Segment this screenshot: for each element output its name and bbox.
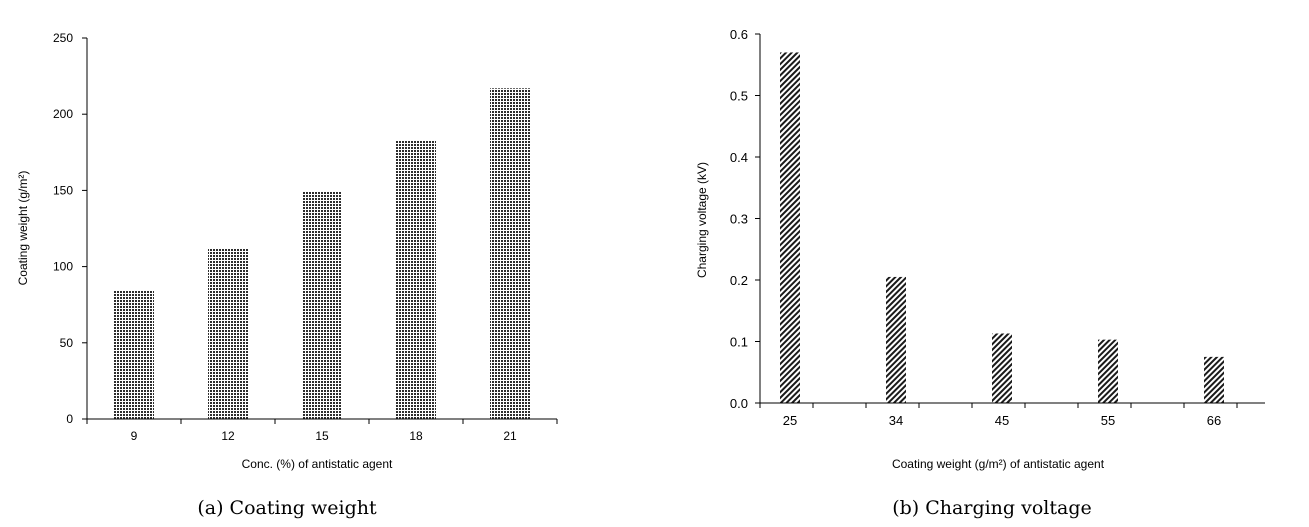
chart-b-bar-34 xyxy=(886,276,906,403)
chart-a-bar-9 xyxy=(114,290,154,419)
chart-b-y-tick-label: 0.4 xyxy=(730,150,748,165)
chart-a-caption: (a) Coating weight xyxy=(197,497,377,519)
chart-b-bars xyxy=(780,52,1224,403)
chart-b-y-tick-label: 0.2 xyxy=(730,273,748,288)
chart-b-x-tick-label: 66 xyxy=(1207,413,1221,428)
chart-a-bar-18 xyxy=(396,140,436,419)
chart-b-x-ticks: 25 34 45 55 66 xyxy=(783,413,1221,428)
chart-a-y-tick-label: 100 xyxy=(53,260,73,274)
chart-b-y-tick-label: 0.5 xyxy=(730,89,748,104)
chart-a-y-tick-label: 250 xyxy=(53,31,73,45)
chart-b-y-axis-label: Charging voltage (kV) xyxy=(695,162,709,278)
chart-b-x-tick-label: 34 xyxy=(889,413,903,428)
chart-a-x-tick-label: 18 xyxy=(409,429,423,443)
chart-a-y-tick-label: 200 xyxy=(53,107,73,121)
chart-b-bar-55 xyxy=(1098,339,1118,403)
chart-a-bar-15 xyxy=(302,191,342,419)
chart-a-x-tick-label: 12 xyxy=(221,429,235,443)
chart-b: 0.0 0.1 0.2 0.3 0.4 0.5 0.6 25 34 45 55 66 Chargin… xyxy=(695,27,1265,519)
chart-b-bar-25 xyxy=(780,52,800,403)
chart-b-y-tick-label: 0.0 xyxy=(730,396,748,411)
chart-b-caption: (b) Charging voltage xyxy=(892,497,1092,519)
chart-b-bar-45 xyxy=(992,333,1012,403)
chart-b-x-tick-label: 25 xyxy=(783,413,797,428)
chart-a-y-tick-label: 0 xyxy=(66,412,73,426)
chart-a-y-axis-label: Coating weight (g/m²) xyxy=(16,171,30,286)
chart-b-y-tick-label: 0.6 xyxy=(730,27,748,42)
chart-a-y-tick-label: 50 xyxy=(60,336,74,350)
chart-a-bar-21 xyxy=(490,88,530,420)
chart-a-x-tick-label: 21 xyxy=(503,429,517,443)
chart-b-x-tick-label: 45 xyxy=(995,413,1009,428)
chart-a-x-ticks: 9 12 15 18 21 xyxy=(131,429,517,443)
chart-b-axes xyxy=(759,34,1265,408)
chart-b-y-tick-label: 0.3 xyxy=(730,212,748,227)
chart-b-bar-66 xyxy=(1204,356,1224,403)
chart-b-x-axis-label: Coating weight (g/m²) of antistatic agen… xyxy=(892,457,1105,471)
chart-a-x-tick-label: 15 xyxy=(315,429,329,443)
chart-a-y-ticks: 0 50 100 150 200 250 xyxy=(53,31,87,426)
chart-a-x-axis-label: Conc. (%) of antistatic agent xyxy=(242,457,393,471)
chart-a: 0 50 100 150 200 250 9 12 15 18 21 Coating weight… xyxy=(16,31,558,519)
chart-a-y-tick-label: 150 xyxy=(53,183,73,197)
chart-b-y-tick-label: 0.1 xyxy=(730,335,748,350)
chart-b-x-tick-label: 55 xyxy=(1101,413,1115,428)
chart-a-bar-12 xyxy=(208,248,248,419)
chart-a-x-tick-label: 9 xyxy=(131,429,138,443)
chart-b-y-ticks: 0.0 0.1 0.2 0.3 0.4 0.5 0.6 xyxy=(730,27,760,411)
chart-a-bars xyxy=(114,88,530,420)
chart-a-axes xyxy=(86,38,558,424)
